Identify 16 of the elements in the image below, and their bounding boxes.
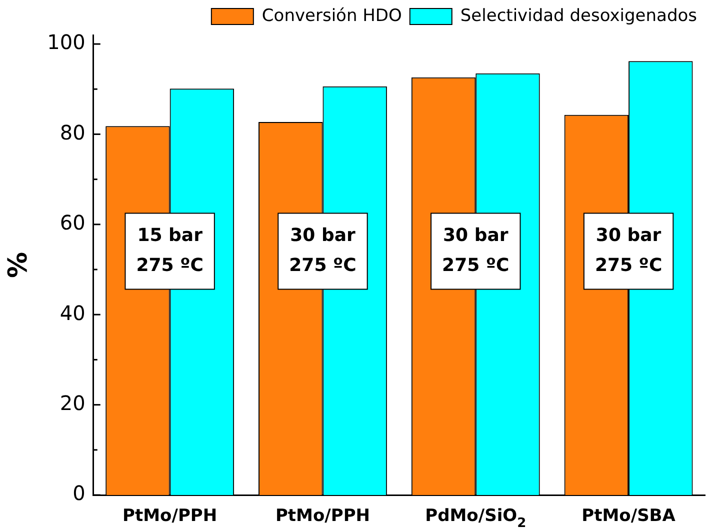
annotation: 15 bar 275 ºC — [136, 224, 204, 276]
y-tick-label: 100 — [47, 30, 86, 54]
annotation: 30 bar 275 ºC — [289, 224, 356, 276]
x-tick-label: PtMo/PPH — [275, 506, 370, 526]
y-tick-label: 0 — [72, 481, 86, 506]
y-axis-title: % — [3, 252, 34, 278]
y-tick-label: 80 — [60, 120, 86, 144]
legend-label: Conversión HDO — [262, 6, 402, 26]
annotation: 30 bar 275 ºC — [442, 224, 510, 276]
x-tick-label: PtMo/PPH — [122, 506, 218, 526]
y-tick-label: 40 — [60, 300, 86, 325]
y-tick-label: 60 — [60, 210, 86, 235]
y-tick-label: 20 — [60, 391, 86, 416]
annotation: 30 bar 275 ºC — [594, 224, 662, 276]
x-tick-label: PtMo/SBA — [582, 506, 676, 526]
legend-label: Selectividad desoxigenados — [460, 6, 698, 26]
